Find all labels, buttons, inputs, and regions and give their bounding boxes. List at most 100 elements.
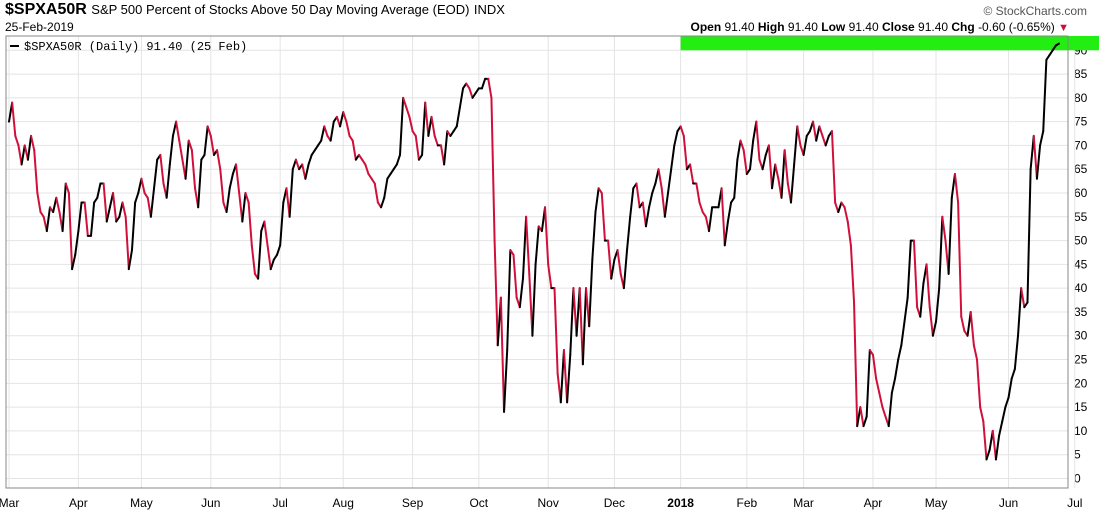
series-segment [985, 448, 991, 461]
series-segment [720, 187, 726, 247]
series-segment [276, 244, 282, 256]
series-segment [55, 196, 61, 214]
series-segment [900, 320, 906, 347]
series-segment [547, 263, 553, 290]
chg-value: -0.60 (-0.65%) [978, 20, 1055, 34]
series-segment [493, 239, 499, 347]
series-segment [894, 358, 900, 380]
series-segment [1013, 334, 1020, 371]
y-tick-label: 40 [1074, 281, 1088, 295]
series-segment [830, 130, 837, 204]
series-segment [398, 96, 405, 156]
chg-label: Chg [951, 20, 975, 34]
series-segment [903, 296, 909, 323]
series-segment [919, 282, 925, 318]
series-segment [761, 153, 767, 171]
y-tick-label: 65 [1074, 162, 1088, 176]
series-segment [878, 391, 884, 409]
series-segment [767, 144, 774, 190]
series-segment [235, 163, 241, 195]
series-segment [1054, 42, 1060, 47]
series-segment [67, 192, 74, 271]
series-segment [165, 163, 171, 199]
series-segment [36, 192, 42, 214]
series-segment [979, 406, 985, 423]
series-segment [578, 287, 584, 366]
series-segment [960, 315, 966, 332]
series-segment [351, 139, 357, 161]
series-segment [667, 168, 673, 195]
x-tick-label: May [130, 496, 153, 510]
series-segment [421, 101, 427, 156]
series-segment [881, 406, 887, 418]
series-segment [906, 239, 912, 299]
series-segment [61, 182, 67, 233]
series-segment [897, 344, 903, 361]
series-segment [1004, 396, 1010, 409]
series-segment [64, 182, 70, 195]
series-segment [455, 106, 461, 128]
series-segment [134, 192, 140, 204]
series-segment [266, 244, 272, 271]
series-segment [629, 187, 635, 218]
series-segment [796, 125, 802, 147]
series-segment [1001, 406, 1007, 423]
series-segment [708, 206, 714, 233]
series-segment [1039, 130, 1045, 147]
series-segment [723, 220, 729, 247]
series-segment [225, 187, 231, 214]
series-segment [380, 196, 386, 209]
series-segment [594, 187, 600, 214]
series-segment [843, 206, 849, 223]
series-segment [430, 115, 436, 137]
series-segment [323, 125, 329, 137]
x-tick-label: Jul [1067, 496, 1082, 510]
series-segment [250, 244, 256, 275]
series-segment [660, 187, 666, 218]
series-segment [673, 130, 679, 147]
series-segment [219, 168, 225, 204]
series-segment [1035, 144, 1042, 180]
x-tick-label: Mar [793, 496, 814, 510]
series-segment [793, 125, 799, 166]
series-segment [427, 115, 433, 137]
series-segment [238, 192, 244, 223]
series-segment [972, 344, 979, 361]
series-segment [197, 158, 203, 209]
series-segment [301, 163, 307, 180]
series-segment [998, 420, 1004, 437]
y-tick-label: 10 [1074, 424, 1088, 438]
x-tick-label: Mar [0, 496, 19, 510]
y-tick-label: 35 [1074, 305, 1088, 319]
series-segment [1017, 287, 1023, 337]
series-segment [96, 182, 102, 199]
series-segment [228, 172, 234, 190]
x-tick-label: Jul [272, 496, 287, 510]
series-segment [269, 258, 275, 271]
series-segment [849, 244, 856, 304]
series-segment [521, 215, 528, 280]
series-segment [733, 158, 739, 199]
series-segment [938, 215, 944, 290]
series-segment [159, 153, 165, 185]
series-segment [600, 192, 606, 242]
series-segment [534, 225, 540, 266]
y-tick-label: 85 [1074, 67, 1088, 81]
series-segment [607, 239, 613, 280]
series-segment [263, 220, 269, 247]
series-segment [818, 125, 824, 137]
series-segment [339, 111, 345, 128]
series-segment [853, 301, 859, 428]
low-label: Low [821, 20, 846, 34]
series-segment [74, 230, 80, 256]
series-segment [190, 149, 197, 190]
series-segment [33, 149, 39, 195]
series-segment [77, 201, 83, 233]
x-tick-label: Jun [999, 496, 1018, 510]
series-segment [127, 249, 133, 271]
series-segment [209, 134, 215, 156]
series-segment [506, 249, 512, 352]
series-segment [648, 192, 654, 209]
series-segment [689, 163, 695, 185]
